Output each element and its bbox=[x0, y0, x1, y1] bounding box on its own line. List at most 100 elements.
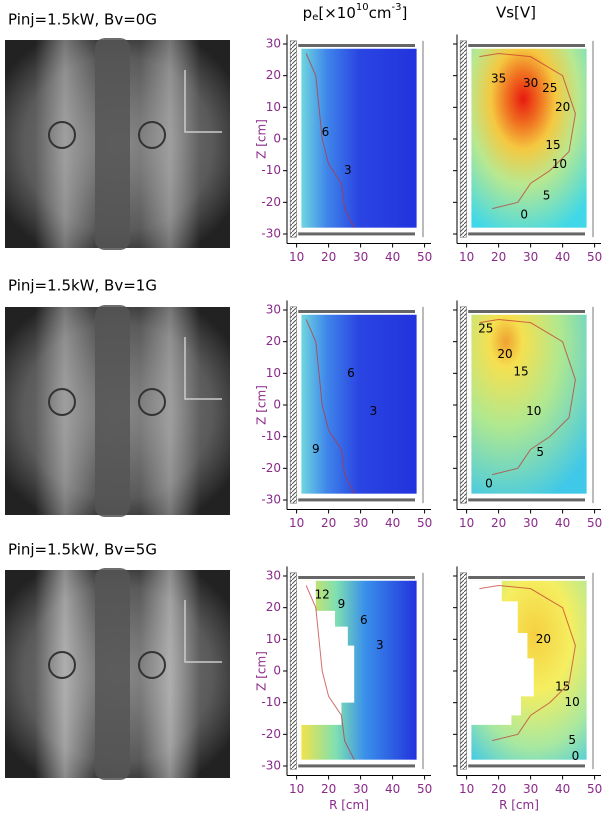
y-tick-label: 20 bbox=[266, 600, 281, 614]
y-tick-label: -20 bbox=[261, 195, 281, 209]
x-tick-label: 10 bbox=[289, 516, 304, 530]
contour-label: 6 bbox=[360, 613, 368, 627]
bottom-structure bbox=[468, 764, 585, 768]
top-structure bbox=[298, 44, 415, 47]
top-structure bbox=[298, 576, 415, 579]
contour-line bbox=[479, 318, 576, 476]
x-tick-label: 30 bbox=[353, 250, 368, 264]
contour-label: 35 bbox=[491, 71, 506, 85]
row-label: Pinj=1.5kW, Bv=0G bbox=[8, 11, 157, 29]
glow bbox=[35, 307, 95, 515]
contour-label: 25 bbox=[478, 322, 493, 336]
x-tick-label: 20 bbox=[321, 782, 336, 796]
x-tick-label: 40 bbox=[555, 250, 570, 264]
contour-label: 5 bbox=[536, 445, 544, 459]
contour-label: 15 bbox=[545, 138, 560, 152]
bottom-structure bbox=[468, 498, 585, 502]
x-tick-label: 20 bbox=[491, 782, 506, 796]
contour-label: 6 bbox=[322, 125, 330, 139]
contour-line bbox=[305, 585, 355, 760]
y-tick-label: -30 bbox=[261, 227, 281, 241]
limiter bbox=[289, 40, 297, 238]
x-tick-label: 20 bbox=[491, 516, 506, 530]
y-tick-label: 30 bbox=[266, 569, 281, 583]
x-tick-label: 30 bbox=[523, 516, 538, 530]
x-tick-label: 10 bbox=[459, 250, 474, 264]
x-tick-label: 50 bbox=[587, 250, 602, 264]
data-map bbox=[301, 48, 417, 228]
y-tick-label: 20 bbox=[266, 68, 281, 82]
contour-label: 20 bbox=[536, 632, 551, 646]
x-tick-label: 50 bbox=[587, 782, 602, 796]
bottom-structure bbox=[298, 764, 415, 768]
x-tick-label: 20 bbox=[491, 250, 506, 264]
probe bbox=[184, 70, 222, 133]
z-axis-label: Z [cm] bbox=[255, 119, 269, 159]
x-tick-label: 20 bbox=[321, 516, 336, 530]
bottom-structure bbox=[468, 232, 585, 236]
header-part: -3 bbox=[391, 2, 401, 13]
x-tick-label: 10 bbox=[459, 516, 474, 530]
x-tick-label: 40 bbox=[555, 516, 570, 530]
x-tick-label: 20 bbox=[321, 250, 336, 264]
contour-line bbox=[479, 584, 576, 742]
data-map bbox=[301, 314, 417, 494]
contour-label: 10 bbox=[526, 404, 541, 418]
y-tick-label: 30 bbox=[266, 303, 281, 317]
x-tick-label: 10 bbox=[289, 250, 304, 264]
x-tick-label: 40 bbox=[385, 782, 400, 796]
contour-label: 30 bbox=[523, 76, 538, 90]
contour-line bbox=[479, 52, 576, 210]
data-map bbox=[471, 48, 587, 228]
y-tick-label: -10 bbox=[261, 695, 281, 709]
limiter bbox=[459, 40, 467, 238]
potential-header: Vs[V] bbox=[496, 4, 536, 22]
contour-label: 9 bbox=[312, 442, 320, 456]
data-map bbox=[471, 314, 587, 494]
contour-label: 25 bbox=[542, 81, 557, 95]
header-part: 10 bbox=[356, 2, 369, 13]
y-tick-label: 0 bbox=[273, 664, 281, 678]
x-tick-label: 30 bbox=[353, 516, 368, 530]
row-label: Pinj=1.5kW, Bv=1G bbox=[8, 277, 157, 295]
x-tick-label: 30 bbox=[523, 782, 538, 796]
contour-label: 3 bbox=[370, 404, 378, 418]
port bbox=[48, 651, 76, 679]
port bbox=[138, 651, 166, 679]
contour-label: 20 bbox=[555, 100, 570, 114]
header-part: [×10 bbox=[318, 4, 356, 22]
glow bbox=[140, 307, 200, 515]
center-column bbox=[95, 305, 130, 517]
contour-label: 0 bbox=[572, 749, 580, 763]
x-tick-label: 10 bbox=[289, 782, 304, 796]
limiter bbox=[459, 572, 467, 770]
limiter bbox=[289, 306, 297, 504]
contour-label: 10 bbox=[552, 157, 567, 171]
y-tick-label: 20 bbox=[266, 334, 281, 348]
glow bbox=[140, 40, 200, 248]
x-tick-label: 50 bbox=[417, 516, 432, 530]
glow bbox=[35, 570, 95, 778]
port bbox=[138, 121, 166, 149]
glow bbox=[140, 570, 200, 778]
y-tick-label: -10 bbox=[261, 429, 281, 443]
y-tick-label: -10 bbox=[261, 163, 281, 177]
no-data bbox=[301, 580, 355, 725]
y-tick-label: -20 bbox=[261, 461, 281, 475]
y-tick-label: 10 bbox=[266, 100, 281, 114]
glow bbox=[35, 40, 95, 248]
x-tick-label: 30 bbox=[353, 782, 368, 796]
z-axis-label: Z [cm] bbox=[255, 385, 269, 425]
x-tick-label: 30 bbox=[523, 250, 538, 264]
contour-label: 5 bbox=[543, 189, 551, 203]
port bbox=[48, 121, 76, 149]
density-header: pe[×1010cm-3] bbox=[303, 2, 408, 23]
y-tick-label: -20 bbox=[261, 727, 281, 741]
r-axis-label: R [cm] bbox=[499, 798, 539, 812]
contour-label: 0 bbox=[485, 477, 493, 491]
photo bbox=[5, 38, 230, 250]
x-tick-label: 50 bbox=[417, 250, 432, 264]
y-tick-label: 0 bbox=[273, 132, 281, 146]
top-structure bbox=[468, 310, 585, 313]
